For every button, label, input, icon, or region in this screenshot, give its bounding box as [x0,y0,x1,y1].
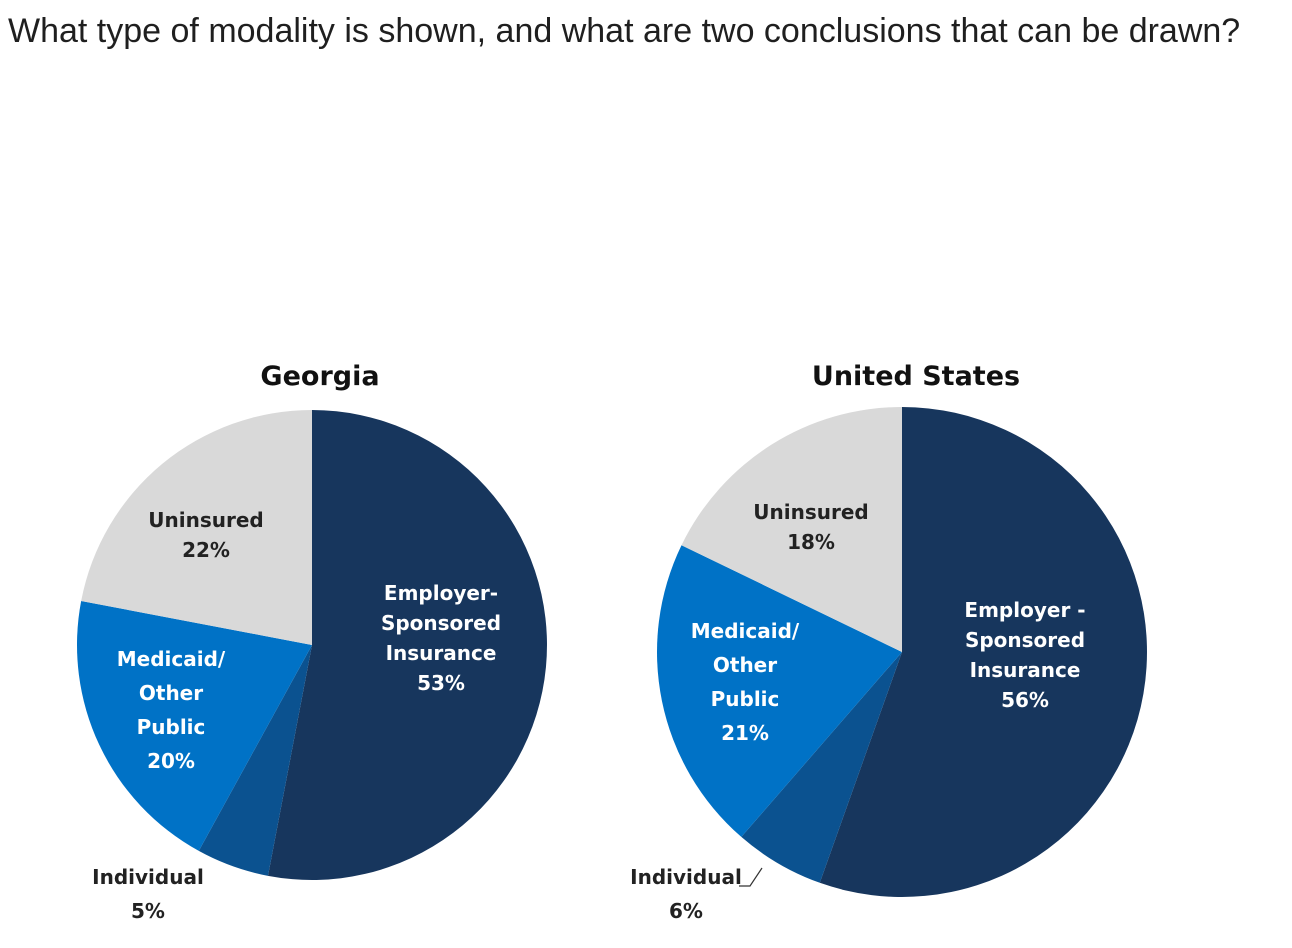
united-states-label-medicaid-other-public: Medicaid/Other Public 21% [691,619,800,745]
united-states-chart-title: United States [812,361,1020,392]
georgia-pie-chart: Georgia Employer-Sponsored Insurance 53% Ind… [76,361,547,923]
united-states-pie-chart: United States Employer -Sponsored Insuranc… [630,361,1147,923]
united-states-slice-uninsured [681,407,902,652]
georgia-slice-medicaid-other-public [76,600,313,851]
united-states-label-employer-sponsored: Employer -Sponsored Insurance 56% [964,598,1085,712]
georgia-slice-uninsured [81,410,312,645]
georgia-label-medicaid-other-public: Medicaid/Other Public 20% [117,647,226,773]
georgia-label-uninsured: Uninsured 22% [148,508,263,562]
georgia-slice-individual [198,645,312,876]
united-states-slice-individual [741,652,902,883]
georgia-label-employer-sponsored: Employer-Sponsored Insurance 53% [381,581,501,695]
united-states-slice-medicaid-other-public [657,545,902,837]
united-states-slice-employer-sponsored [819,407,1147,898]
georgia-slice-employer-sponsored [267,410,547,880]
question-text: What type of modality is shown, and what… [8,12,1241,50]
georgia-chart-title: Georgia [260,361,379,392]
united-states-individual-leader-line [739,867,763,887]
united-states-label-uninsured: Uninsured 18% [753,500,868,554]
georgia-label-individual: Individual 5% [92,865,204,923]
united-states-label-individual: Individual 6% [630,865,742,923]
